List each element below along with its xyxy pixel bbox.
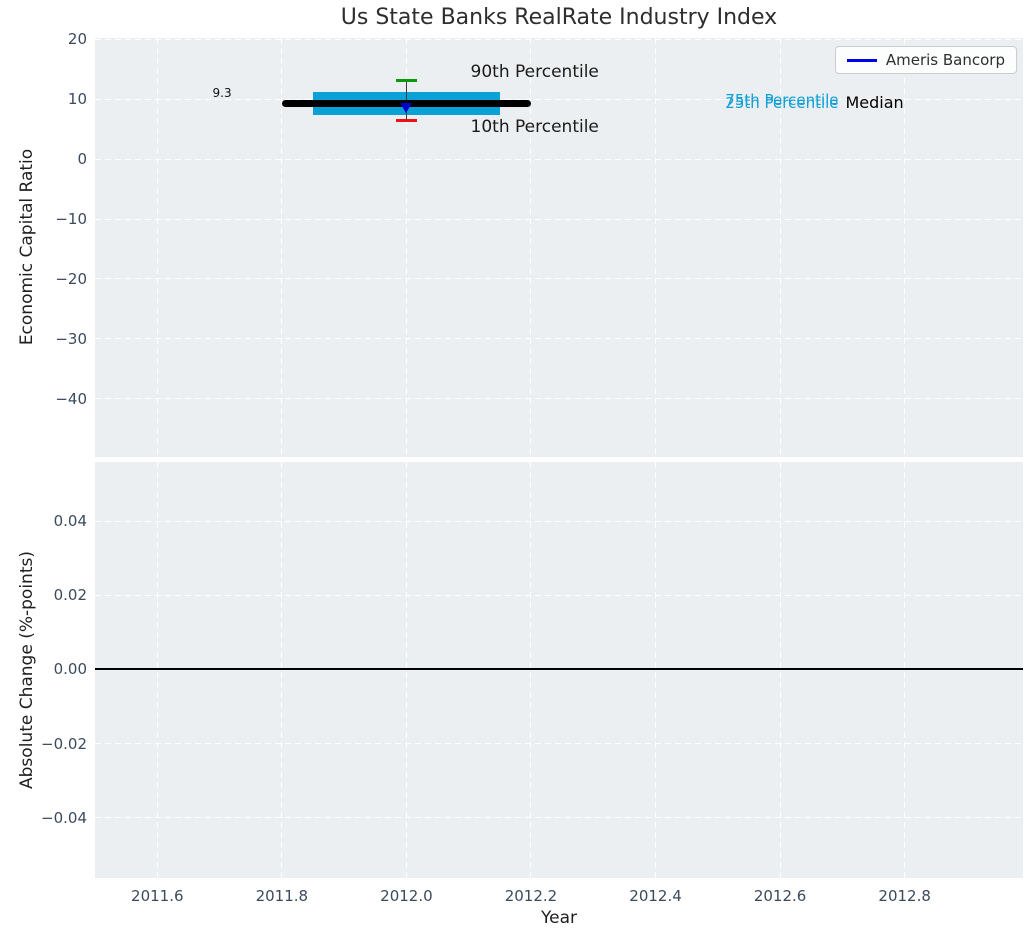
y-tick-label: −0.04	[41, 808, 87, 827]
y-tick-label: −30	[55, 329, 87, 348]
p90-cap	[395, 79, 417, 83]
annotation: 75th Percentile	[725, 90, 839, 109]
gridline-horizontal	[95, 817, 1023, 819]
y-tick-label: −10	[55, 210, 87, 229]
annotation: 10th Percentile	[470, 117, 599, 138]
gridline-horizontal	[95, 338, 1023, 340]
y-tick-label: 0.02	[53, 586, 87, 605]
x-tick-label: 2012.4	[629, 887, 682, 905]
y-tick-label: 20	[67, 30, 87, 49]
bottom-axes	[95, 462, 1023, 878]
y-tick-label: −20	[55, 269, 87, 288]
gridline-horizontal	[95, 218, 1023, 220]
gridline-horizontal	[95, 520, 1023, 522]
gridline-horizontal	[95, 594, 1023, 596]
y-tick-label: 0.04	[53, 512, 87, 530]
x-tick-label: 2011.6	[131, 887, 184, 905]
y-tick-label: −0.02	[41, 734, 87, 753]
legend-label: Ameris Bancorp	[885, 51, 1005, 69]
annotation: 90th Percentile	[470, 61, 599, 82]
gridline-vertical	[530, 38, 532, 457]
y-tick-label: 0.00	[53, 660, 87, 679]
x-tick-label: 2012.8	[878, 887, 931, 905]
gridline-vertical	[281, 38, 283, 457]
gridline-horizontal	[95, 398, 1023, 400]
annotation: Median	[845, 93, 904, 113]
legend: Ameris Bancorp	[834, 46, 1017, 74]
x-tick-label: 2011.8	[255, 887, 309, 905]
gridline-vertical	[904, 38, 906, 457]
gridline-horizontal	[95, 98, 1023, 100]
gridline-vertical	[405, 38, 407, 457]
y-tick-label: 0	[77, 150, 87, 169]
legend-line-icon	[846, 58, 877, 62]
series-marker-triangle-down	[400, 103, 413, 114]
gridline-horizontal	[95, 743, 1023, 745]
x-tick-label: 2012.0	[380, 887, 433, 905]
gridline-horizontal	[95, 278, 1023, 280]
gridline-horizontal	[95, 38, 1023, 40]
zero-line	[95, 668, 1023, 671]
y-tick-label: 10	[67, 90, 87, 109]
gridline-vertical	[779, 38, 781, 457]
x-tick-label: 2012.6	[753, 887, 807, 905]
gridline-vertical	[156, 38, 158, 457]
annotation: 25th Percentile	[725, 94, 839, 113]
gridline-vertical	[655, 38, 657, 457]
chart-title: Us State Banks RealRate Industry Index	[340, 5, 778, 30]
top-axes: 9.3 90th Percentile 10th Percentile 75th Pe…	[95, 38, 1023, 457]
y-axis-label-top: Economic Capital Ratio	[17, 148, 37, 346]
p10-cap	[395, 118, 417, 122]
x-axis-label: Year	[541, 908, 577, 928]
annotation: 9.3	[212, 85, 232, 100]
x-tick-label: 2012.2	[504, 887, 558, 905]
y-tick-label: −40	[55, 389, 87, 408]
gridline-horizontal	[95, 158, 1023, 160]
